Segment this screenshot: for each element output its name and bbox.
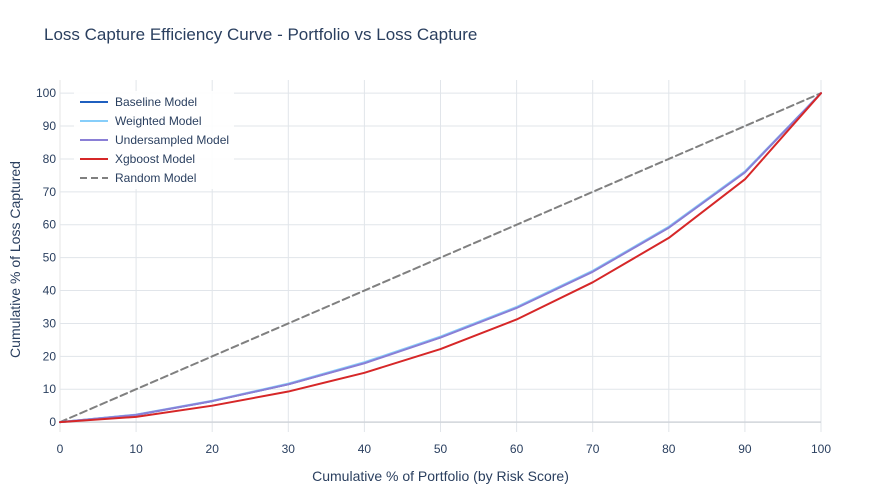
y-tick-label: 10 <box>43 382 57 396</box>
y-tick-label: 0 <box>49 415 56 429</box>
x-tick-label: 10 <box>129 442 143 456</box>
y-tick-label: 80 <box>43 152 57 166</box>
y-tick-label: 40 <box>43 284 57 298</box>
x-tick-label: 90 <box>738 442 752 456</box>
legend-label: Baseline Model <box>115 95 197 109</box>
y-tick-label: 70 <box>43 185 57 199</box>
x-tick-label: 60 <box>510 442 524 456</box>
x-tick-label: 0 <box>57 442 64 456</box>
y-axis-title: Cumulative % of Loss Captured <box>7 161 23 358</box>
legend-label: Xgboost Model <box>115 152 195 166</box>
x-tick-label: 20 <box>206 442 220 456</box>
chart-title: Loss Capture Efficiency Curve - Portfoli… <box>44 25 477 44</box>
series-line-undersampled-model <box>59 92 822 424</box>
legend-label: Random Model <box>115 171 196 185</box>
x-tick-label: 70 <box>586 442 600 456</box>
x-tick-label: 30 <box>282 442 296 456</box>
series-line-xgboost-model <box>59 92 822 424</box>
series-layer <box>59 92 822 424</box>
tick-labels: 0 10 20 30 40 50 60 70 80 90 100 0 10 20 30 40 50 60 70 80 9… <box>36 86 831 456</box>
x-tick-label: 50 <box>434 442 448 456</box>
y-tick-label: 60 <box>43 218 57 232</box>
y-tick-label: 50 <box>43 251 57 265</box>
x-tick-label: 100 <box>811 442 831 456</box>
legend-label: Undersampled Model <box>115 133 229 147</box>
y-tick-label: 100 <box>36 86 56 100</box>
legend: Baseline Model Weighted Model Undersampled… <box>74 91 234 189</box>
legend-label: Weighted Model <box>115 114 202 128</box>
series-line-random-model <box>59 92 822 424</box>
y-tick-label: 90 <box>43 119 57 133</box>
x-axis-title: Cumulative % of Portfolio (by Risk Score… <box>312 468 569 484</box>
x-tick-label: 80 <box>662 442 676 456</box>
y-tick-label: 20 <box>43 349 57 363</box>
y-tick-label: 30 <box>43 316 57 330</box>
x-tick-label: 40 <box>358 442 372 456</box>
